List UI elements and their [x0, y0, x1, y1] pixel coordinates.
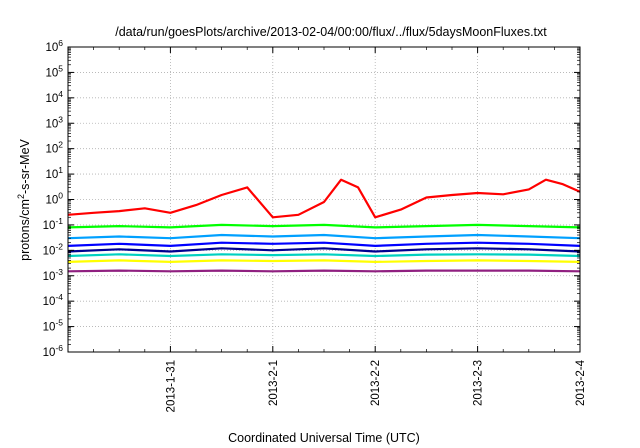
x-tick-label: 2013-1-31 — [165, 360, 177, 412]
y-tick-label: 102 — [45, 140, 63, 156]
y-axis-label-pre: protons/cm — [18, 199, 32, 261]
y-axis-label-sup: 2 — [16, 194, 26, 199]
y-tick-label: 10-1 — [43, 216, 64, 232]
y-tick-label: 103 — [45, 114, 63, 130]
y-tick-label: 106 — [45, 38, 63, 54]
y-tick-label: 10-2 — [43, 241, 64, 257]
series-line — [67, 223, 581, 229]
y-tick-label: 10-6 — [43, 343, 64, 359]
x-tick-label: 2013-2-2 — [370, 360, 382, 406]
y-tick-label: 10-3 — [43, 267, 64, 283]
y-tick-label: 105 — [45, 63, 63, 79]
series-line — [67, 253, 581, 258]
series-line — [67, 247, 581, 253]
y-tick-label: 101 — [45, 165, 63, 181]
series-line — [67, 259, 581, 263]
x-axis-label: Coordinated Universal Time (UTC) — [228, 431, 420, 445]
series-line — [67, 241, 581, 247]
chart-title: /data/run/goesPlots/archive/2013-02-04/0… — [115, 25, 547, 39]
y-tick-label: 10-5 — [43, 318, 64, 334]
x-tick-label: 2013-2-1 — [268, 360, 280, 406]
series-group — [67, 178, 581, 273]
grid — [68, 47, 580, 352]
y-tick-label: 10-4 — [43, 292, 64, 308]
x-tick-label: 2013-2-4 — [575, 359, 587, 406]
y-tick-label: 104 — [45, 89, 63, 105]
y-axis-label-post: -s-sr-MeV — [18, 138, 32, 194]
axes: 10-6 10-5 10-4 10-3 10-2 10-1 100 101 102 103 104 1… — [43, 38, 587, 412]
series-line — [67, 269, 581, 273]
series-line — [67, 233, 581, 240]
y-tick-label: 100 — [45, 191, 63, 207]
x-tick-label: 2013-2-3 — [473, 360, 485, 406]
series-line — [67, 178, 581, 219]
y-axis-label: protons/cm2-s-sr-MeV — [16, 138, 32, 260]
